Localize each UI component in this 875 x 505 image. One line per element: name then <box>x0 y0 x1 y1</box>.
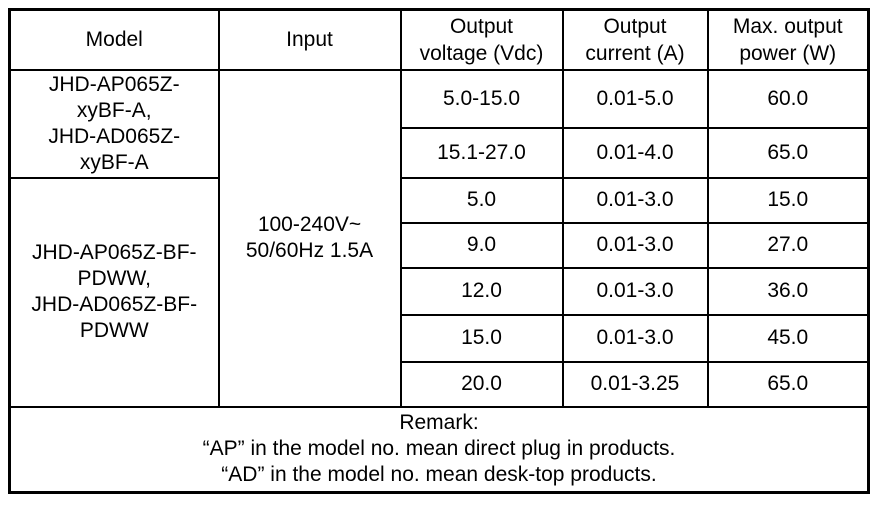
power-cell: 15.0 <box>706 176 870 224</box>
current-cell: 0.01-3.0 <box>561 313 709 363</box>
model-line: PDWW, <box>77 267 152 290</box>
remark-cell: Remark: “AP” in the model no. mean direc… <box>8 405 870 494</box>
power-cell: 65.0 <box>706 126 870 179</box>
voltage-cell: 5.0 <box>399 176 564 224</box>
remark-line-ap: “AP” in the model no. mean direct plug i… <box>202 437 676 461</box>
voltage-cell: 15.0 <box>399 313 564 363</box>
model-line: JHD-AP065Z-BF- <box>31 241 197 264</box>
voltage-cell: 15.1-27.0 <box>399 126 564 179</box>
spec-table: Model Input Output voltage (Vdc) Output … <box>8 8 870 494</box>
input-line: 100-240V~ <box>257 213 362 236</box>
table-row: 15.0 0.01-3.0 45.0 <box>10 313 870 363</box>
model-cell-group-2: JHD-AP065Z-BF- PDWW, JHD-AD065Z-BF- PDWW <box>8 176 220 408</box>
voltage-cell: 5.0-15.0 <box>399 68 564 129</box>
model-line: PDWW <box>79 319 149 342</box>
remark-title-line: Remark: <box>399 411 479 435</box>
current-cell: 0.01-3.0 <box>561 266 709 316</box>
current-cell: 0.01-4.0 <box>561 126 709 179</box>
table-row: 9.0 0.01-3.0 27.0 <box>10 221 870 269</box>
model-line: xyBF-A <box>79 150 149 174</box>
power-cell: 36.0 <box>706 266 870 316</box>
table-row: 20.0 0.01-3.25 65.0 <box>10 360 870 408</box>
power-cell: 65.0 <box>706 360 870 408</box>
column-header-max-output-power: Max. output power (W) <box>706 8 870 71</box>
table-row: JHD-AP065Z- xyBF-A, JHD-AD065Z- xyBF-A 1… <box>8 68 870 408</box>
column-header-input: Input <box>217 8 402 71</box>
table-row: 12.0 0.01-3.0 36.0 <box>10 266 870 316</box>
header-line: Input <box>286 28 333 52</box>
model-line: xyBF-A, <box>76 98 152 122</box>
remark-line-ad: “AD” in the model no. mean desk-top prod… <box>221 463 657 487</box>
current-cell: 0.01-3.0 <box>561 176 709 224</box>
column-header-output-current: Output current (A) <box>561 8 709 71</box>
current-cell: 0.01-3.25 <box>561 360 709 408</box>
voltage-cell: 20.0 <box>399 360 564 408</box>
power-cell: 27.0 <box>706 221 870 269</box>
voltage-cell: 9.0 <box>399 221 564 269</box>
remark-row: Remark: “AP” in the model no. mean direc… <box>8 405 870 494</box>
input-line: 50/60Hz 1.5A <box>245 239 374 262</box>
header-line: voltage (Vdc) <box>419 41 544 65</box>
header-line: Max. output <box>732 14 843 38</box>
current-cell: 0.01-5.0 <box>561 68 709 129</box>
model-cell-group-1: JHD-AP065Z- xyBF-A, JHD-AD065Z- xyBF-A <box>8 68 220 179</box>
model-line: JHD-AD065Z- <box>48 124 181 148</box>
power-cell: 45.0 <box>706 313 870 363</box>
table-row: JHD-AP065Z-BF- PDWW, JHD-AD065Z-BF- PDWW… <box>8 176 870 408</box>
model-line: JHD-AD065Z-BF- <box>31 293 198 316</box>
header-line: current (A) <box>585 41 685 65</box>
model-line: JHD-AP065Z- <box>48 72 180 96</box>
header-line: Model <box>85 28 143 52</box>
input-cell: 100-240V~ 50/60Hz 1.5A <box>217 68 402 408</box>
header-line: power (W) <box>739 41 837 65</box>
column-header-model: Model <box>8 8 220 71</box>
current-cell: 0.01-3.0 <box>561 221 709 269</box>
table-row: 15.1-27.0 0.01-4.0 65.0 <box>10 126 870 179</box>
header-line: Output <box>603 14 667 38</box>
column-header-output-voltage: Output voltage (Vdc) <box>399 8 564 71</box>
voltage-cell: 12.0 <box>399 266 564 316</box>
header-row: Model Input Output voltage (Vdc) Output … <box>8 8 870 71</box>
header-line: Output <box>449 14 514 38</box>
power-cell: 60.0 <box>706 68 870 129</box>
